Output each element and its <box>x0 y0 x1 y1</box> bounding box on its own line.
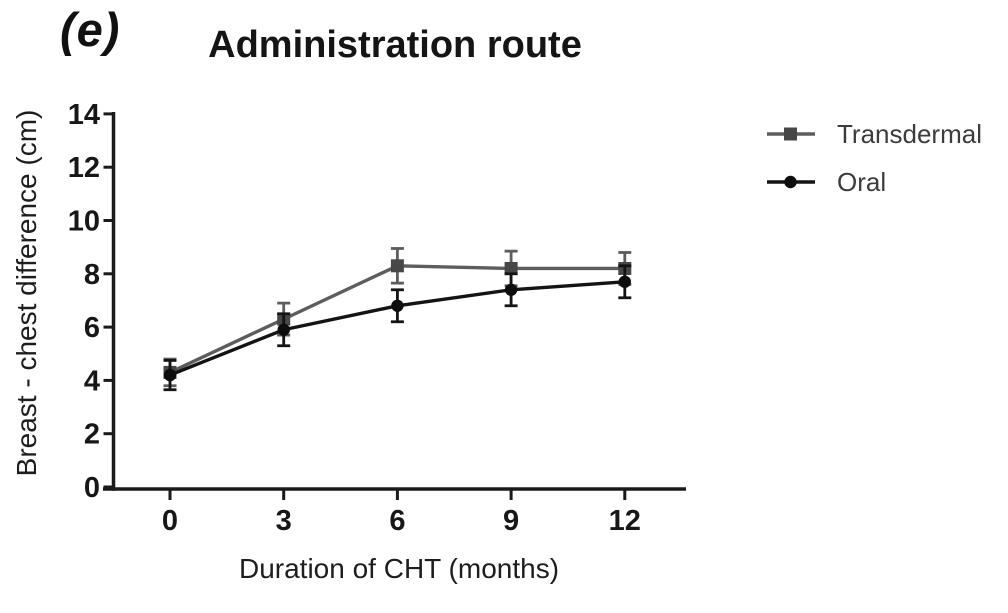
series-oral <box>163 264 632 392</box>
series-layer <box>163 247 632 392</box>
y-tick-label: 14 <box>68 99 100 131</box>
x-tick-label: 0 <box>162 505 178 537</box>
x-tick-label: 9 <box>503 505 519 537</box>
y-axis-title: Breast - chest difference (cm) <box>11 110 42 477</box>
x-axis-ticks <box>168 490 627 500</box>
y-axis-ticks <box>103 112 114 489</box>
y-tick-label: 12 <box>68 152 100 184</box>
y-tick-labels: 0 2 4 6 8 10 12 14 <box>68 99 100 504</box>
data-point-marker-circle <box>163 368 177 382</box>
legend-label: Oral <box>837 166 887 197</box>
x-tick-label: 12 <box>609 505 641 537</box>
x-tick-labels: 0 3 6 9 12 <box>162 505 641 537</box>
legend-swatch <box>767 175 815 189</box>
y-tick-label: 10 <box>68 206 100 238</box>
data-point-marker-circle <box>277 323 290 336</box>
data-point-marker-circle <box>391 299 404 312</box>
panel-label: (e) <box>60 3 121 56</box>
x-axis-title: Duration of CHT (months) <box>239 553 559 584</box>
y-tick-label: 2 <box>84 419 100 451</box>
data-point-marker-square <box>390 259 404 273</box>
axes <box>103 112 686 491</box>
legend: Transdermal Oral <box>766 110 982 206</box>
legend-marker-square-icon <box>784 127 797 141</box>
y-tick-label: 6 <box>84 312 100 344</box>
chart-title: Administration route <box>208 24 582 66</box>
legend-label: Transdermal <box>837 118 982 149</box>
data-point-marker-square <box>504 261 518 275</box>
y-tick-label: 4 <box>84 365 100 397</box>
legend-item-oral: Oral <box>766 158 982 206</box>
legend-swatch <box>767 127 815 141</box>
y-tick-label: 8 <box>84 259 100 291</box>
legend-item-transdermal: Transdermal <box>766 110 982 158</box>
data-point-marker-circle <box>504 283 518 296</box>
x-tick-label: 6 <box>389 505 405 537</box>
y-tick-label: 0 <box>84 472 100 504</box>
legend-marker-circle-icon <box>784 175 797 189</box>
data-point-marker-circle <box>618 275 631 288</box>
x-tick-label: 3 <box>276 505 292 537</box>
